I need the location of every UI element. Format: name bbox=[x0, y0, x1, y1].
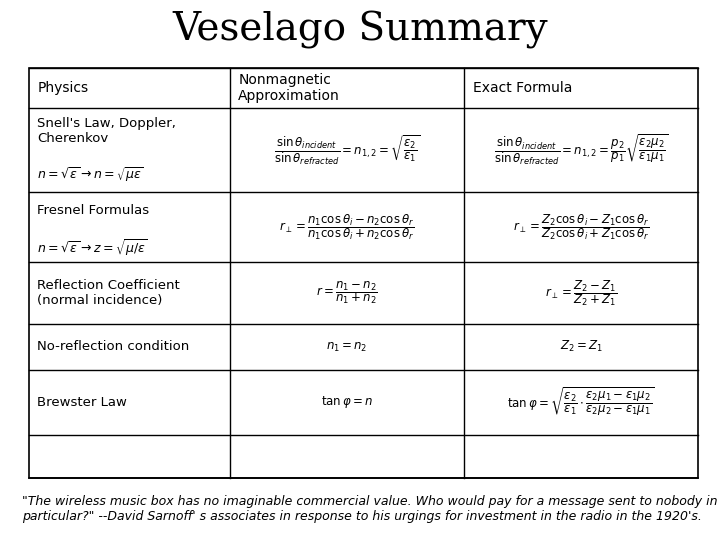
Text: Brewster Law: Brewster Law bbox=[37, 396, 127, 409]
Bar bbox=[29, 68, 698, 478]
Text: Fresnel Formulas: Fresnel Formulas bbox=[37, 204, 150, 217]
Text: Snell's Law, Doppler,
Cherenkov: Snell's Law, Doppler, Cherenkov bbox=[37, 117, 176, 145]
Text: $n = \sqrt{\varepsilon} \rightarrow z = \sqrt{\mu/\varepsilon}$: $n = \sqrt{\varepsilon} \rightarrow z = … bbox=[37, 238, 148, 258]
Text: $Z_2 = Z_1$: $Z_2 = Z_1$ bbox=[559, 340, 603, 354]
Text: $r_{\perp} = \dfrac{Z_2\cos\theta_i - Z_1\cos\theta_r}{Z_2\cos\theta_i + Z_1\cos: $r_{\perp} = \dfrac{Z_2\cos\theta_i - Z_… bbox=[513, 212, 649, 242]
Text: $\dfrac{\sin\theta_{incident}}{\sin\theta_{refracted}} = n_{1,2} = \sqrt{\dfrac{: $\dfrac{\sin\theta_{incident}}{\sin\thet… bbox=[274, 133, 420, 167]
Text: $r_{\perp} = \dfrac{n_1\cos\theta_i - n_2\cos\theta_r}{n_1\cos\theta_i + n_2\cos: $r_{\perp} = \dfrac{n_1\cos\theta_i - n_… bbox=[279, 212, 415, 242]
Text: $\dfrac{\sin\theta_{incident}}{\sin\theta_{refracted}} = n_{1,2} = \dfrac{p_2}{p: $\dfrac{\sin\theta_{incident}}{\sin\thet… bbox=[494, 132, 669, 167]
Text: $r = \dfrac{n_1 - n_2}{n_1 + n_2}$: $r = \dfrac{n_1 - n_2}{n_1 + n_2}$ bbox=[316, 280, 378, 306]
Text: Exact Formula: Exact Formula bbox=[472, 81, 572, 94]
Text: "The wireless music box has no imaginable commercial value. Who would pay for a : "The wireless music box has no imaginabl… bbox=[22, 495, 717, 523]
Text: Veselago Summary: Veselago Summary bbox=[172, 11, 548, 49]
Text: $\tan\varphi = \sqrt{\dfrac{\varepsilon_2}{\varepsilon_1}\cdot\dfrac{\varepsilon: $\tan\varphi = \sqrt{\dfrac{\varepsilon_… bbox=[507, 386, 655, 418]
Text: $n_1 = n_2$: $n_1 = n_2$ bbox=[326, 340, 367, 354]
Text: $n = \sqrt{\varepsilon} \rightarrow n = \sqrt{\mu\varepsilon}$: $n = \sqrt{\varepsilon} \rightarrow n = … bbox=[37, 166, 145, 184]
Text: Nonmagnetic
Approximation: Nonmagnetic Approximation bbox=[238, 73, 340, 103]
Text: $\tan\varphi = n$: $\tan\varphi = n$ bbox=[321, 394, 373, 410]
Text: Reflection Coefficient
(normal incidence): Reflection Coefficient (normal incidence… bbox=[37, 279, 180, 307]
Text: $r_{\perp} = \dfrac{Z_2 - Z_1}{Z_2 + Z_1}$: $r_{\perp} = \dfrac{Z_2 - Z_1}{Z_2 + Z_1… bbox=[545, 278, 617, 308]
Text: Physics: Physics bbox=[37, 81, 89, 94]
Text: No-reflection condition: No-reflection condition bbox=[37, 340, 189, 354]
